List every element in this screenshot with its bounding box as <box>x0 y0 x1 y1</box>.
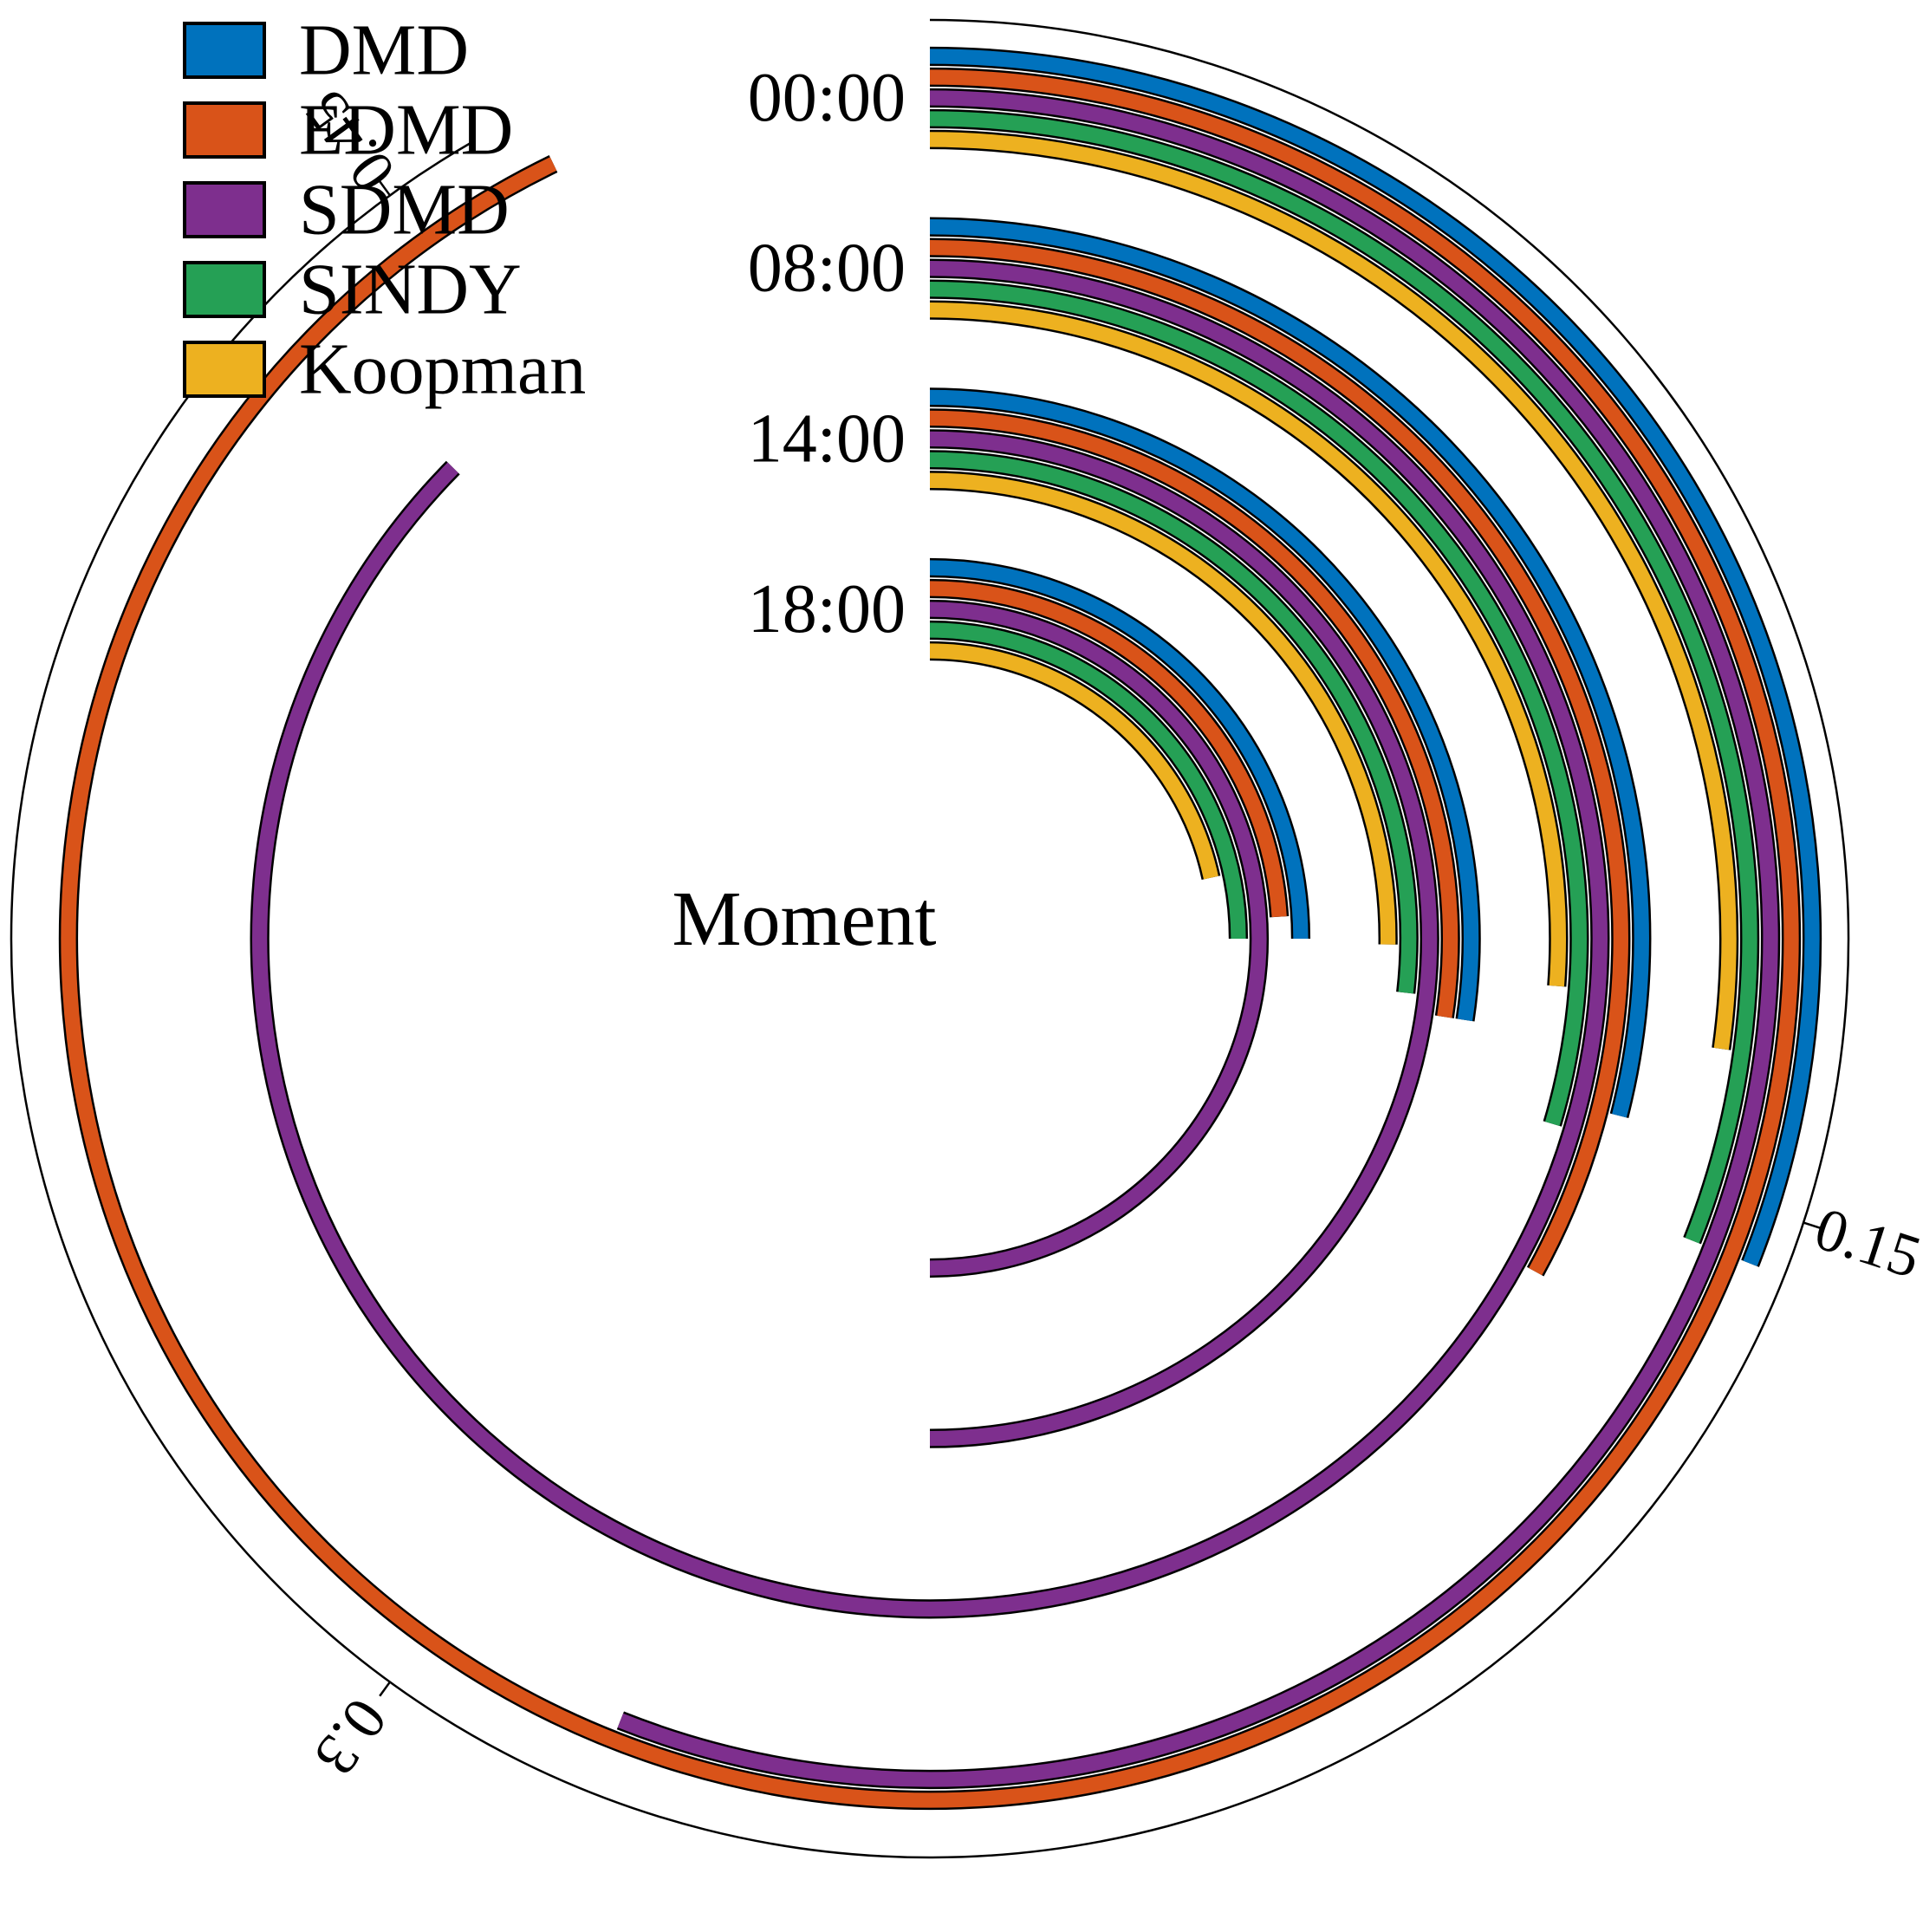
bar <box>929 389 1479 1022</box>
legend-swatch <box>183 341 266 398</box>
legend-label: SDMD <box>299 170 510 250</box>
bar <box>929 302 1566 987</box>
legend-label: SINDY <box>299 250 522 330</box>
bar <box>929 472 1396 945</box>
bar <box>929 219 1649 1118</box>
bar <box>929 282 1587 1127</box>
bar <box>929 602 1267 1276</box>
group-label: 08:00 <box>748 231 906 307</box>
group-label: 00:00 <box>748 60 906 136</box>
bar <box>929 132 1737 1051</box>
bar <box>929 410 1458 1018</box>
radial-axis-tick <box>1803 1221 1821 1229</box>
bar <box>929 49 1820 1266</box>
center-label: Moment <box>672 876 937 962</box>
legend-swatch <box>183 181 266 238</box>
group-label: 18:00 <box>748 571 906 647</box>
bar <box>617 90 1778 1787</box>
radial-axis-tick-label: 0.15 <box>1807 1195 1923 1291</box>
bar <box>929 240 1628 1276</box>
bars <box>58 46 1822 1811</box>
bar <box>929 560 1309 940</box>
group-labels: 00:00 08:00 14:00 18:00 <box>748 60 906 647</box>
bar <box>252 261 1608 1617</box>
legend-swatch <box>183 22 266 79</box>
bar <box>929 111 1757 1244</box>
legend-label: EDMD <box>299 90 513 171</box>
radial-axis-line <box>10 18 1850 1859</box>
group-label: 14:00 <box>748 400 906 477</box>
bar <box>929 622 1246 940</box>
radial-axis-tick <box>379 1681 391 1697</box>
legend-swatch <box>183 261 266 318</box>
bar <box>929 643 1218 880</box>
bar <box>929 581 1287 918</box>
bar <box>61 69 1799 1808</box>
radial-axis-tick-label: 0.3 <box>301 1687 400 1787</box>
bar <box>929 431 1438 1447</box>
legend-label: Koopman <box>299 329 586 410</box>
legend-swatch <box>183 101 266 159</box>
bar <box>929 452 1417 994</box>
legend-label: DMD <box>299 10 469 91</box>
radial-axis-tick <box>379 180 391 197</box>
